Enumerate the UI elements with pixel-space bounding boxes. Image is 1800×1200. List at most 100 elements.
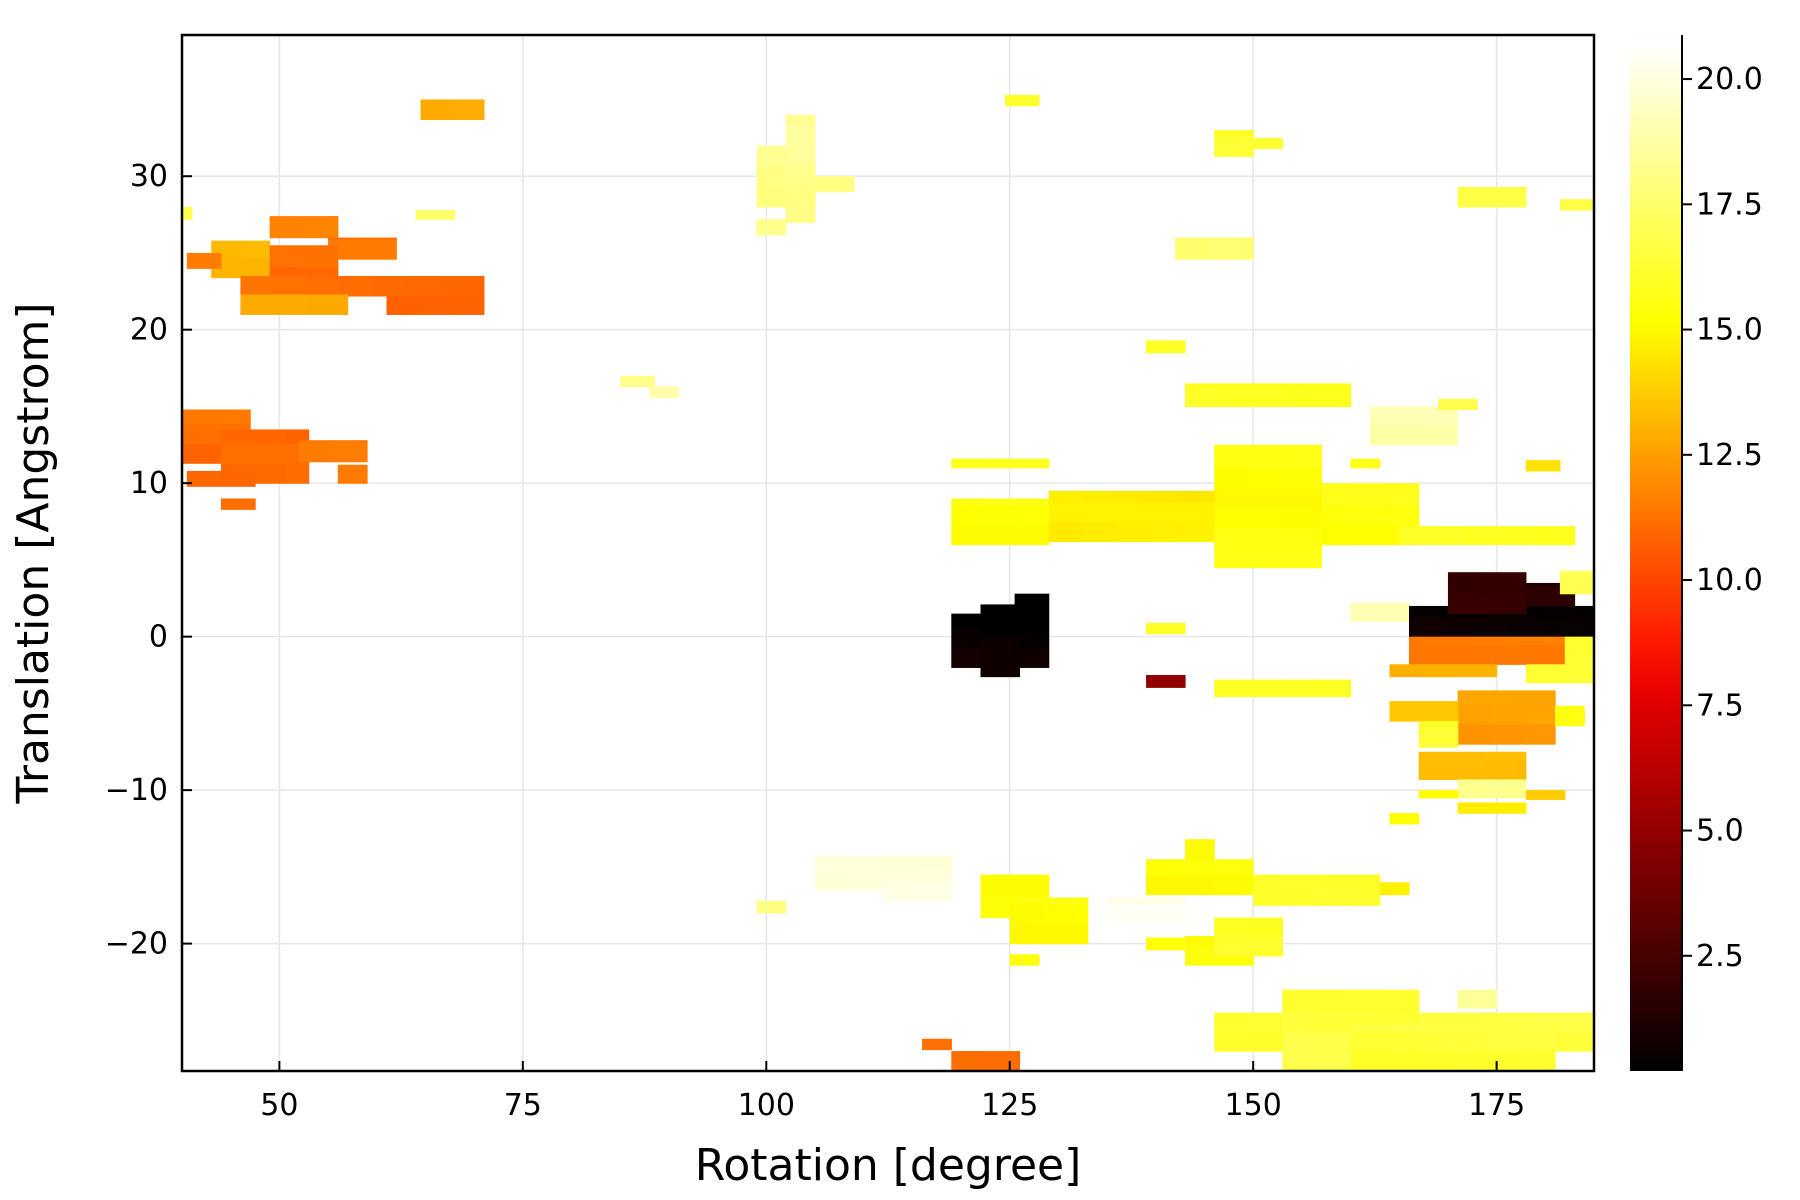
heatmap-cell: [1114, 490, 1149, 503]
heatmap-cell: [1243, 137, 1278, 150]
heatmap-cell: [1179, 622, 1186, 635]
heatmap-cell: [1214, 527, 1248, 549]
heatmap-cell: [1146, 675, 1180, 688]
heatmap-cell: [1451, 751, 1486, 761]
heatmap-cell: [1047, 593, 1050, 615]
heatmap-cell: [949, 882, 952, 902]
heatmap-cell: [1313, 447, 1322, 469]
heatmap-cell: [1381, 989, 1416, 992]
heatmap-cell: [984, 524, 1019, 546]
heatmap-cell: [1179, 859, 1213, 876]
heatmap-cell: [980, 636, 1015, 658]
heatmap-cell: [1313, 527, 1322, 549]
heatmap-cell: [182, 443, 216, 464]
heatmap-cell: [1471, 398, 1478, 411]
heatmap-cell: [1578, 1031, 1594, 1052]
heatmap-cell: [269, 246, 304, 268]
heatmap-cell: [1354, 483, 1389, 486]
y-tick-label: −20: [105, 927, 168, 962]
heatmap-cell: [848, 869, 882, 891]
heatmap-cell: [220, 443, 255, 464]
heatmap-cell: [1208, 239, 1243, 260]
heatmap-cell: [1555, 705, 1585, 727]
heatmap-cell: [1280, 444, 1315, 449]
heatmap-cell: [1251, 386, 1285, 408]
heatmap-cell: [1350, 1024, 1385, 1032]
heatmap-cells: [182, 94, 1594, 1071]
heatmap-cell: [1508, 644, 1543, 665]
heatmap-cell: [1140, 902, 1174, 923]
heatmap-cell: [1387, 484, 1420, 506]
heatmap-cell: [1276, 137, 1283, 150]
heatmap-cell: [1516, 1024, 1550, 1032]
heatmap-cell: [1253, 885, 1287, 906]
heatmap-cell: [1013, 656, 1021, 678]
heatmap-cell: [951, 613, 986, 629]
heatmap-cell: [1422, 701, 1457, 722]
heatmap-cell: [1017, 458, 1050, 469]
heatmap-cell: [1481, 593, 1515, 615]
heatmap-cell: [1348, 989, 1383, 992]
heatmap-cell: [1321, 483, 1356, 486]
heatmap-cell: [1354, 524, 1389, 546]
heatmap-cell: [1490, 690, 1525, 705]
heatmap-cell: [984, 498, 1019, 506]
heatmap-cell: [1247, 1031, 1282, 1052]
heatmap-cell: [1321, 484, 1356, 506]
heatmap-cell: [1081, 501, 1116, 523]
heatmap-cell: [756, 219, 787, 236]
heatmap-cell: [1449, 1051, 1484, 1071]
heatmap-cell: [1282, 1031, 1317, 1052]
heatmap-cell: [1447, 572, 1482, 575]
heatmap-cell: [1214, 487, 1248, 509]
heatmap-cell: [1048, 501, 1083, 523]
heatmap-cell: [980, 897, 1015, 919]
heatmap-cell: [335, 246, 339, 268]
heatmap-cell: [1482, 1024, 1517, 1032]
heatmap-cell: [298, 441, 333, 463]
heatmap-cell: [405, 275, 440, 297]
heatmap-cell: [1146, 859, 1180, 876]
heatmap-cell: [1048, 521, 1083, 543]
heatmap-cell: [1457, 779, 1492, 799]
heatmap-cell: [1414, 991, 1420, 1012]
heatmap-cell: [1408, 636, 1443, 645]
heatmap-cell: [1185, 386, 1219, 408]
heatmap-cell: [1181, 490, 1215, 503]
heatmap-cell: [254, 443, 288, 464]
heatmap-cell: [1173, 902, 1186, 923]
heatmap-cell: [372, 275, 407, 297]
heatmap-cell: [420, 99, 455, 121]
heatmap-cell: [1009, 897, 1044, 905]
heatmap-cell: [1350, 1031, 1385, 1052]
heatmap-cell: [1321, 504, 1356, 526]
heatmap-cell: [1481, 572, 1515, 575]
heatmap-cell: [219, 252, 222, 269]
heatmap-cell: [756, 186, 791, 208]
heatmap-cell: [1559, 199, 1594, 211]
heatmap-cell: [1042, 923, 1077, 945]
heatmap-cell: [1247, 527, 1282, 549]
heatmap-cell: [1523, 724, 1556, 745]
heatmap-cell: [1574, 605, 1594, 618]
heatmap-cell: [1212, 874, 1246, 896]
heatmap-cell: [1017, 498, 1050, 506]
heatmap-cell: [1075, 897, 1089, 905]
heatmap-cell: [1457, 802, 1492, 814]
heatmap-cell: [1403, 424, 1437, 446]
heatmap-cell: [1387, 483, 1420, 486]
heatmap-cell: [951, 498, 986, 506]
heatmap-cell: [1247, 447, 1282, 469]
heatmap-cell: [1457, 724, 1492, 745]
heatmap-cell: [1319, 874, 1354, 886]
heatmap-cell: [1247, 679, 1282, 698]
colorbar-tick-label: 17.5: [1696, 187, 1763, 222]
heatmap-cell: [1490, 989, 1498, 1009]
heatmap-cell: [386, 295, 421, 315]
heatmap-cell: [1525, 582, 1560, 587]
heatmap-cell: [1523, 704, 1556, 725]
x-axis-title: Rotation [degree]: [695, 1140, 1082, 1191]
heatmap-cell: [1317, 386, 1352, 408]
heatmap-cell: [1179, 340, 1186, 354]
heatmap-cell: [1451, 727, 1459, 748]
